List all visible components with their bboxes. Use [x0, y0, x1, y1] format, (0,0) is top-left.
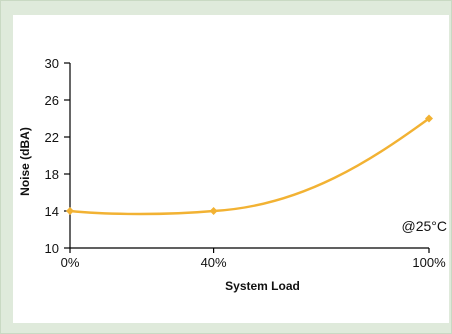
axes [69, 63, 429, 249]
x-axis-title: System Load [225, 279, 300, 293]
series-layer [66, 114, 433, 216]
x-tick-label: 100% [412, 255, 446, 270]
y-tick-label: 26 [45, 93, 59, 108]
y-tick-label: 14 [45, 204, 59, 219]
chart-panel: 10 14 18 22 26 30 0% 40% 100% System Load Noise… [13, 15, 449, 323]
data-point [425, 114, 433, 123]
y-tick-label: 30 [45, 56, 59, 71]
y-tick-label: 10 [45, 241, 59, 256]
x-tick-label: 40% [201, 255, 227, 270]
series-line [69, 117, 430, 216]
x-ticks: 0% 40% 100% [61, 248, 446, 270]
noise-chart: 10 14 18 22 26 30 0% 40% 100% System Load Noise… [18, 56, 448, 293]
y-tick-label: 22 [45, 130, 59, 145]
y-tick-label: 18 [45, 167, 59, 182]
y-ticks: 10 14 18 22 26 30 [45, 56, 70, 256]
data-point [209, 207, 218, 215]
data-point [66, 207, 74, 215]
y-axis-title: Noise (dBA) [18, 127, 32, 196]
x-tick-label: 0% [61, 255, 80, 270]
temperature-annotation: @25°C [402, 218, 448, 234]
